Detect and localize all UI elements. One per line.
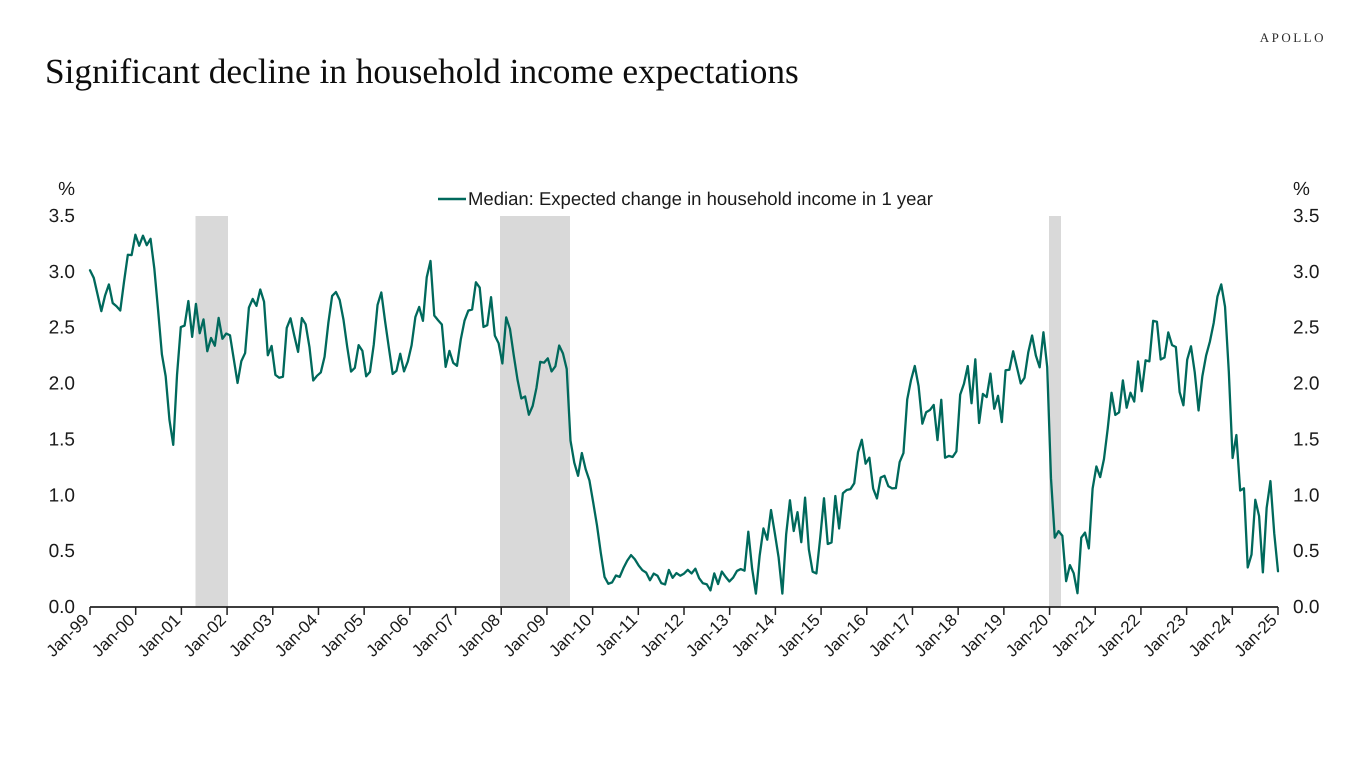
- svg-text:1.0: 1.0: [1293, 485, 1319, 506]
- svg-text:Jan-25: Jan-25: [1231, 610, 1281, 660]
- svg-text:Jan-20: Jan-20: [1002, 610, 1052, 660]
- svg-text:%: %: [58, 179, 75, 200]
- svg-text:3.5: 3.5: [49, 206, 75, 227]
- svg-text:Jan-13: Jan-13: [682, 610, 732, 660]
- svg-text:1.5: 1.5: [49, 429, 75, 450]
- svg-text:Jan-11: Jan-11: [592, 610, 641, 659]
- svg-text:0.5: 0.5: [1293, 541, 1319, 562]
- svg-text:1.5: 1.5: [1293, 429, 1319, 450]
- svg-text:Jan-22: Jan-22: [1094, 610, 1144, 660]
- svg-text:2.0: 2.0: [1293, 374, 1319, 395]
- svg-text:2.0: 2.0: [49, 374, 75, 395]
- svg-text:Jan-08: Jan-08: [454, 610, 504, 660]
- svg-text:Jan-21: Jan-21: [1048, 610, 1098, 660]
- svg-text:Jan-07: Jan-07: [408, 610, 458, 660]
- svg-text:Jan-18: Jan-18: [911, 610, 961, 660]
- svg-text:0.0: 0.0: [49, 597, 75, 618]
- svg-text:2.5: 2.5: [1293, 318, 1319, 339]
- svg-text:Jan-23: Jan-23: [1139, 610, 1189, 660]
- svg-text:Jan-09: Jan-09: [500, 610, 550, 660]
- svg-text:0.0: 0.0: [1293, 597, 1319, 618]
- svg-text:Jan-24: Jan-24: [1185, 610, 1235, 660]
- svg-text:Jan-02: Jan-02: [180, 610, 230, 660]
- svg-text:3.5: 3.5: [1293, 206, 1319, 227]
- svg-text:Median: Expected change in hou: Median: Expected change in household inc…: [468, 188, 933, 209]
- svg-text:Jan-10: Jan-10: [545, 610, 595, 660]
- svg-text:2.5: 2.5: [49, 318, 75, 339]
- svg-text:Jan-04: Jan-04: [271, 610, 321, 660]
- svg-text:Jan-17: Jan-17: [865, 610, 915, 660]
- svg-text:0.5: 0.5: [49, 541, 75, 562]
- svg-text:Jan-14: Jan-14: [728, 610, 778, 660]
- svg-text:Jan-03: Jan-03: [225, 610, 275, 660]
- svg-text:Jan-12: Jan-12: [637, 610, 687, 660]
- svg-text:1.0: 1.0: [49, 485, 75, 506]
- svg-text:%: %: [1293, 179, 1310, 200]
- svg-text:3.0: 3.0: [49, 262, 75, 283]
- svg-text:Jan-05: Jan-05: [317, 610, 367, 660]
- svg-text:Jan-06: Jan-06: [362, 610, 412, 660]
- svg-text:Jan-01: Jan-01: [134, 610, 184, 660]
- svg-text:3.0: 3.0: [1293, 262, 1319, 283]
- svg-text:Jan-16: Jan-16: [819, 610, 869, 660]
- svg-text:Jan-15: Jan-15: [774, 610, 824, 660]
- svg-text:Jan-19: Jan-19: [956, 610, 1006, 660]
- svg-text:Jan-00: Jan-00: [88, 610, 138, 660]
